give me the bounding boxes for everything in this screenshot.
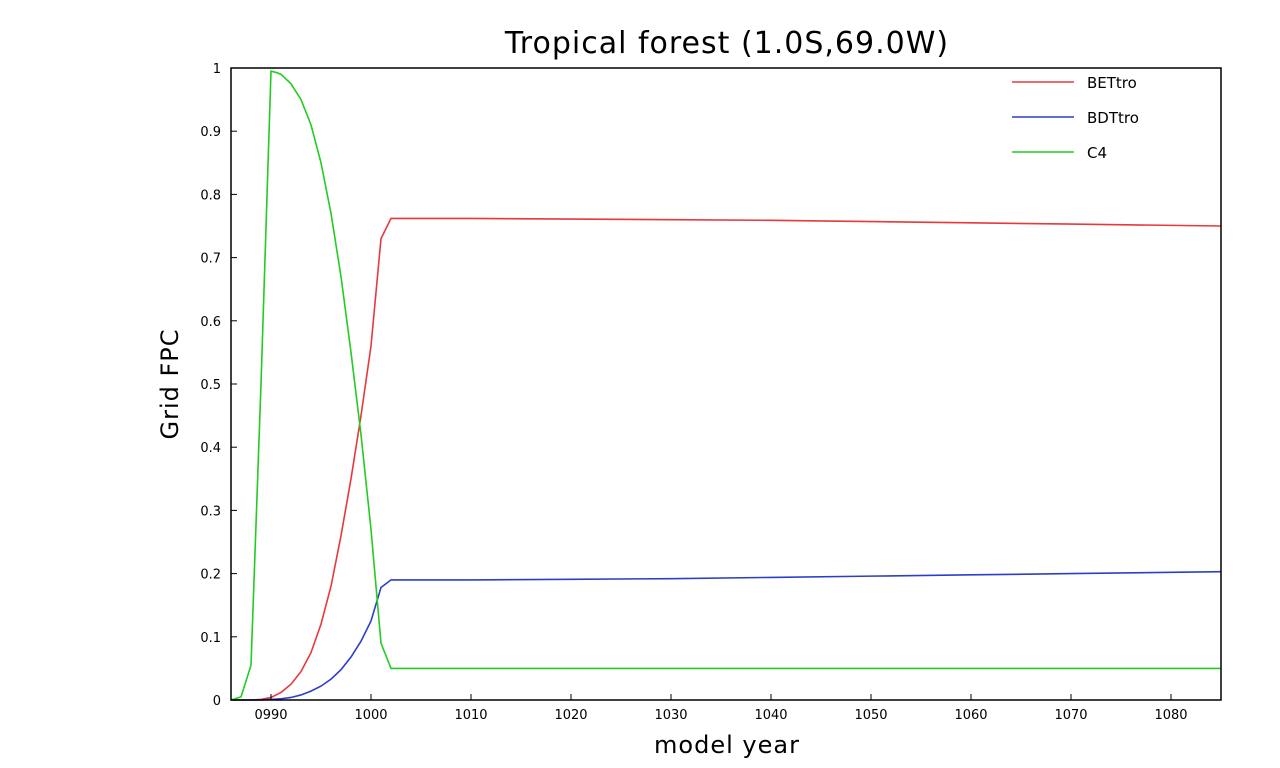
legend-label-bdttro: BDTtro (1087, 109, 1139, 127)
y-tick-label: 0.7 (200, 252, 221, 267)
legend: BETtro BDTtro C4 (1012, 74, 1139, 162)
x-tick-label: 1050 (854, 708, 887, 723)
ticks-layer: 0990 1000 1010 1020 1030 1040 1050 1060 1070 1080… (200, 62, 1187, 723)
y-tick-label: 0.1 (200, 631, 221, 646)
series-layer (230, 70, 1222, 701)
y-tick-label: 0.3 (200, 504, 221, 519)
y-tick-label: 0.4 (200, 441, 221, 456)
legend-label-bettro: BETtro (1087, 74, 1137, 92)
x-tick-label: 1020 (554, 708, 587, 723)
y-tick-label: 0.9 (200, 125, 221, 140)
y-tick-label: 0.2 (200, 568, 221, 583)
series-line-bdttro (231, 570, 1222, 701)
x-tick-label: 1080 (1154, 708, 1187, 723)
x-axis-label: model year (654, 731, 800, 759)
y-tick-label: 0 (213, 694, 221, 709)
legend-label-c4: C4 (1087, 144, 1107, 162)
x-tick-label: 1000 (354, 708, 387, 723)
y-tick-label: 0.8 (200, 188, 221, 203)
y-tick-label: 0.5 (200, 378, 221, 393)
series-line-c4 (230, 70, 1221, 701)
x-tick-label: 1070 (1054, 708, 1087, 723)
x-tick-label: 1060 (954, 708, 987, 723)
x-tick-label: 1010 (454, 708, 487, 723)
x-tick-label: 1040 (754, 708, 787, 723)
plot-frame (230, 67, 1222, 701)
x-tick-label: 1030 (654, 708, 687, 723)
y-tick-label: 1 (213, 62, 221, 77)
chart-title: Tropical forest (1.0S,69.0W) (504, 26, 949, 61)
y-tick-label: 0.6 (200, 315, 221, 330)
x-tick-label: 0990 (254, 708, 287, 723)
y-axis-label: Grid FPC (156, 328, 184, 439)
